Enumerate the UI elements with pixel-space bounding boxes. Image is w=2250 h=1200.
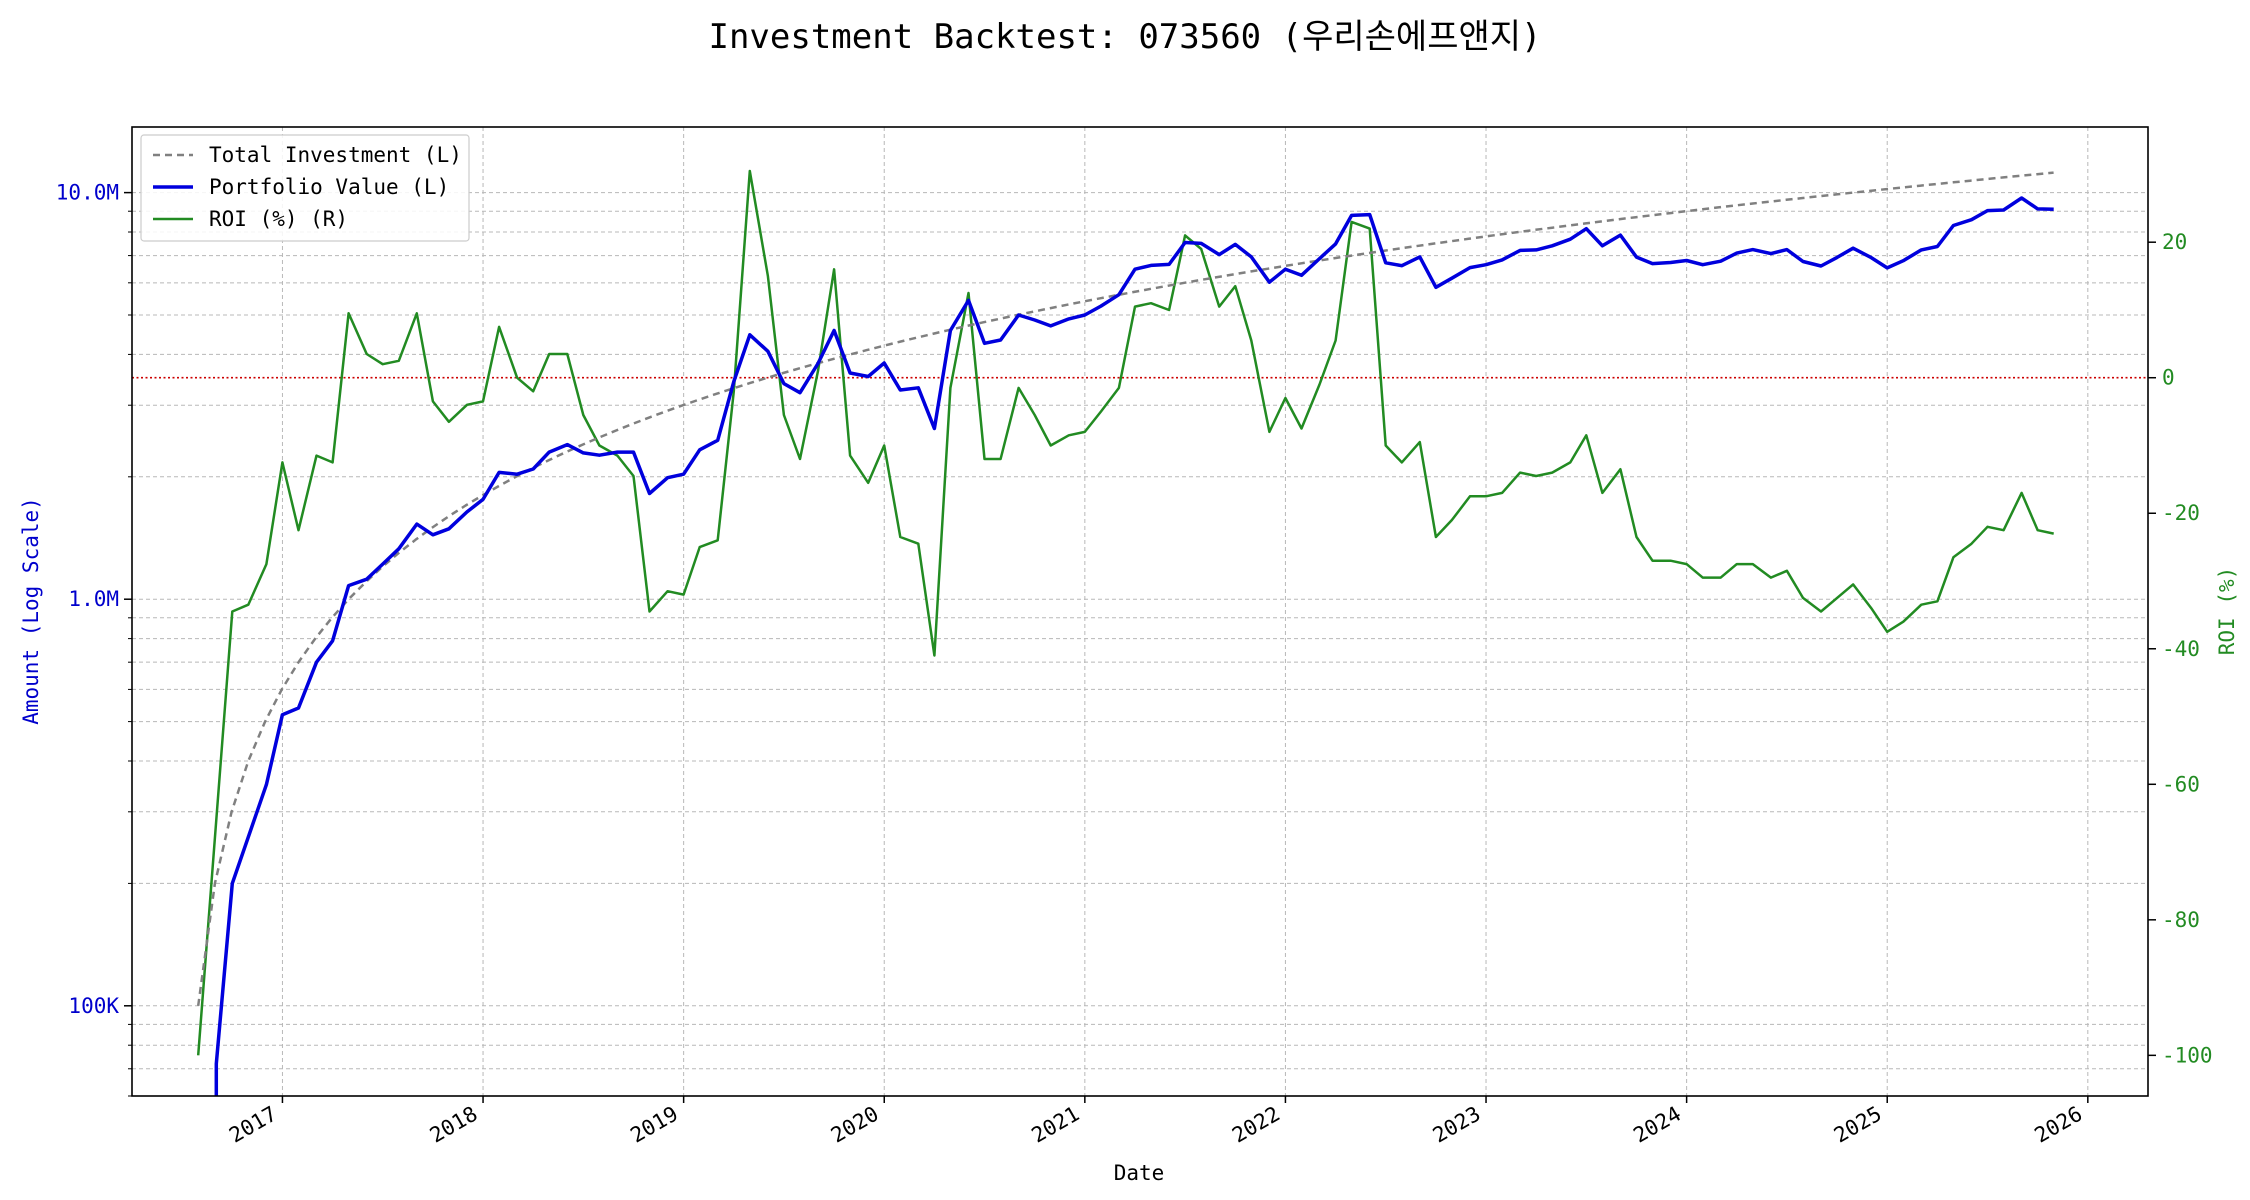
tick-layer: 2017 2018 2019 2020 2021 2022 2023 2024 2025 2026… [56, 181, 2213, 1148]
legend-label-roi: ROI (%) (R) [209, 207, 348, 231]
right-axis-label: ROI (%) [2215, 567, 2239, 656]
x-tick-label: 2019 [626, 1102, 682, 1148]
total-investment-line [196, 171, 2054, 1006]
x-tick-label: 2020 [827, 1102, 883, 1148]
x-tick-label: 2017 [225, 1102, 281, 1148]
right-tick-label: -80 [2162, 908, 2200, 932]
legend: Total Investment (L) Portfolio Value (L)… [140, 134, 470, 242]
legend-label-total-investment: Total Investment (L) [209, 143, 462, 167]
x-tick-label: 2021 [1028, 1102, 1084, 1148]
right-tick-label: -40 [2162, 637, 2200, 661]
x-axis-label: Date [1114, 1161, 1165, 1185]
left-tick-label: 10.0M [56, 181, 119, 205]
series-layer [196, 169, 2054, 1096]
x-tick-label: 2026 [2031, 1102, 2087, 1148]
left-axis-label: Amount (Log Scale) [19, 497, 43, 725]
right-tick-label: -60 [2162, 772, 2200, 796]
right-tick-label: 0 [2162, 366, 2175, 390]
left-tick-label: 1.0M [68, 587, 119, 611]
left-tick-label: 100K [68, 994, 119, 1018]
plot-frame [131, 126, 2149, 1097]
x-tick-label: 2025 [1830, 1102, 1886, 1148]
x-tick-label: 2023 [1429, 1102, 1485, 1148]
x-tick-label: 2022 [1228, 1102, 1284, 1148]
x-tick-label: 2018 [426, 1102, 482, 1148]
right-tick-label: -20 [2162, 501, 2200, 525]
x-tick-label: 2024 [1629, 1102, 1685, 1148]
grid-layer [132, 127, 2148, 1097]
chart-title: Investment Backtest: 073560 (우리손에프앤지) [708, 17, 1541, 57]
roi-line [196, 169, 2054, 1056]
right-tick-label: -100 [2162, 1043, 2213, 1067]
legend-label-portfolio-value: Portfolio Value (L) [209, 175, 449, 199]
legend-box [140, 134, 470, 242]
right-tick-label: 20 [2162, 230, 2187, 254]
portfolio-value-line [214, 196, 2054, 1096]
